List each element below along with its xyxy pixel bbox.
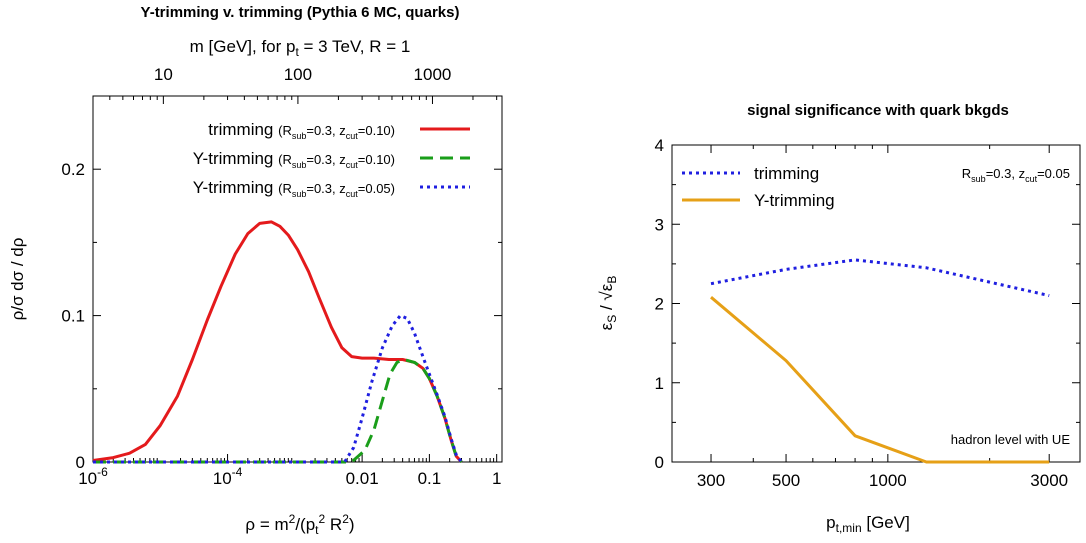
top-axis-tick-label: 10 [154, 65, 173, 84]
left-chart-panel: Y-trimming v. trimming (Pythia 6 MC, qua… [8, 4, 503, 537]
right-series-line-1 [710, 296, 1050, 464]
left-x-tick-label: 10-4 [213, 465, 243, 488]
top-axis-tick-label: 100 [284, 65, 312, 84]
left-series-line-0 [92, 220, 463, 464]
left-y-ticks: 0 0.1 0.2 [61, 160, 502, 472]
right-legend-entry-1: Y-trimming [754, 191, 835, 210]
left-legend-entry-1: Y-trimming (Rsub​=0.3, zcut​=0.10) [193, 149, 395, 170]
right-chart-title: signal significance with quark bkgds [747, 102, 1009, 119]
left-x-axis-label: ρ = m2​/(pt​2​ R2​) [245, 512, 354, 537]
top-axis-tick-label: 1000 [414, 65, 452, 84]
right-y-tick-label: 4 [655, 136, 664, 155]
params-note: Rsub​=0.3, zcut​=0.05 [962, 166, 1070, 184]
right-y-tick-label: 2 [655, 295, 664, 314]
right-plot-frame [671, 144, 1081, 463]
left-legend-entry-0: trimming (Rsub​=0.3, zcut​=0.10) [208, 120, 395, 141]
right-chart-panel: signal significance with quark bkgds 0 1 2… [597, 102, 1081, 535]
right-legend-entry-0: trimming [754, 164, 819, 183]
hadron-level-annotation: hadron level with UE [951, 432, 1071, 447]
left-x-tick-label: 0.1 [418, 469, 442, 488]
right-y-tick-label: 3 [655, 215, 664, 234]
right-x-ticks: 300 500 1000 3000 [697, 145, 1068, 490]
left-y-tick-label: 0.1 [61, 307, 85, 326]
left-x-ticks: 10-6 10-4 0.01 0.1 1 [78, 454, 501, 488]
right-x-tick-label: 1000 [869, 471, 907, 490]
right-legend: trimming Y-trimming [682, 164, 835, 210]
left-x-tick-label: 0.01 [346, 469, 379, 488]
left-series-group [92, 220, 463, 464]
right-series-line-0 [710, 258, 1050, 298]
right-y-tick-label: 0 [655, 453, 664, 472]
right-x-tick-label: 3000 [1030, 471, 1068, 490]
right-x-axis-label: pt,min​ [GeV] [826, 513, 910, 535]
right-x-tick-label: 300 [697, 471, 725, 490]
left-x-tick-label: 10-6 [78, 465, 108, 488]
left-legend-entry-2: Y-trimming (Rsub​=0.3, zcut​=0.05) [193, 178, 395, 199]
left-legend: trimming (Rsub​=0.3, zcut​=0.10) Y-trimmi… [193, 120, 470, 199]
left-y-tick-label: 0.2 [61, 160, 85, 179]
top-axis-label: m [GeV], for pt​ = 3 TeV, R = 1 [190, 37, 411, 59]
left-series-line-1 [93, 358, 463, 464]
right-y-tick-label: 1 [655, 374, 664, 393]
right-series-group [710, 258, 1050, 464]
left-series-line-2 [93, 314, 463, 464]
right-y-ticks: 0 1 2 3 4 [655, 136, 1080, 472]
left-y-tick-label: 0 [76, 453, 85, 472]
top-axis-ticks: 10 100 1000 [92, 65, 498, 104]
left-x-tick-label: 1 [492, 469, 501, 488]
left-chart-title: Y-trimming v. trimming (Pythia 6 MC, qua… [141, 4, 460, 21]
right-x-tick-label: 500 [772, 471, 800, 490]
right-y-axis-label: εS​ / √εB​ [597, 276, 619, 331]
left-y-axis-label: ρ/σ dσ / dρ [8, 238, 27, 321]
